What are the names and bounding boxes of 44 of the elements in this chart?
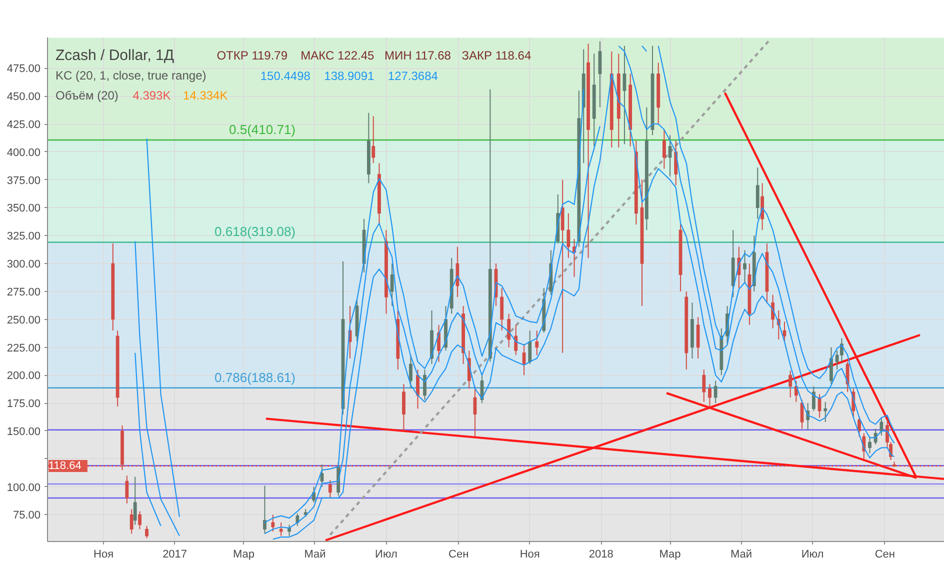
annotation: 150.4498 xyxy=(260,69,311,83)
x-tick-label: Май xyxy=(730,548,752,560)
y-tick-label: 275.00 xyxy=(6,286,41,298)
y-tick-label: 300.00 xyxy=(6,258,41,271)
y-tick-label: 400.00 xyxy=(6,146,41,159)
annotation: KC (20, 1, close, true range) xyxy=(56,68,206,82)
y-tick-label: 250.00 xyxy=(6,314,41,326)
x-tick-label: Июл xyxy=(801,548,824,560)
y-tick-label: 475.00 xyxy=(6,63,41,76)
y-tick-label: 75.00 xyxy=(12,510,41,522)
annotation: Объём (20) xyxy=(56,88,118,102)
x-tick-label: Июл xyxy=(375,548,398,560)
x-tick-label: Сен xyxy=(448,548,469,560)
annotation: ОТКР 119.79 xyxy=(216,48,288,62)
annotation: 4.393K xyxy=(132,88,171,102)
x-tick-label: 2017 xyxy=(162,548,188,560)
y-tick-label: 325.00 xyxy=(6,230,41,243)
y-tick-label: 350.00 xyxy=(6,202,41,215)
y-tick-label: 425.00 xyxy=(6,119,41,132)
x-tick-label: Мар xyxy=(232,548,254,560)
y-tick-label: 375.00 xyxy=(6,174,41,187)
x-tick-label: Мар xyxy=(659,548,681,560)
y-tick-label: 100.00 xyxy=(6,482,41,494)
x-tick-label: Ноя xyxy=(94,548,114,560)
x-tick-label: Ноя xyxy=(520,548,540,560)
ref-line-label: 118.64 xyxy=(48,460,82,472)
y-tick-label: 225.00 xyxy=(6,342,41,354)
ref-line-label: 0.618(319.08) xyxy=(214,224,296,240)
annotation: 14.334K xyxy=(183,88,228,102)
x-tick-label: Сен xyxy=(874,548,896,560)
y-tick-label: 150.00 xyxy=(6,426,41,438)
x-tick-label: Май xyxy=(304,548,326,560)
annotation: 127.3684 xyxy=(388,69,438,83)
y-tick-label: 175.00 xyxy=(6,398,41,410)
annotation: МИН 117.68 xyxy=(384,48,452,62)
y-tick-label: 450.00 xyxy=(6,91,41,104)
annotation: 138.9091 xyxy=(324,69,375,83)
ref-line-label: 0.786(188.61) xyxy=(214,370,296,385)
y-tick-label: 200.00 xyxy=(6,370,41,382)
text: Zcash / Dollar, 1Д xyxy=(56,47,174,64)
annotation: ЗАКР 118.64 xyxy=(462,48,532,62)
ref-line-label: 0.5(410.71) xyxy=(229,122,296,137)
annotation: МАКС 122.45 xyxy=(300,48,375,62)
x-tick-label: 2018 xyxy=(588,548,614,560)
